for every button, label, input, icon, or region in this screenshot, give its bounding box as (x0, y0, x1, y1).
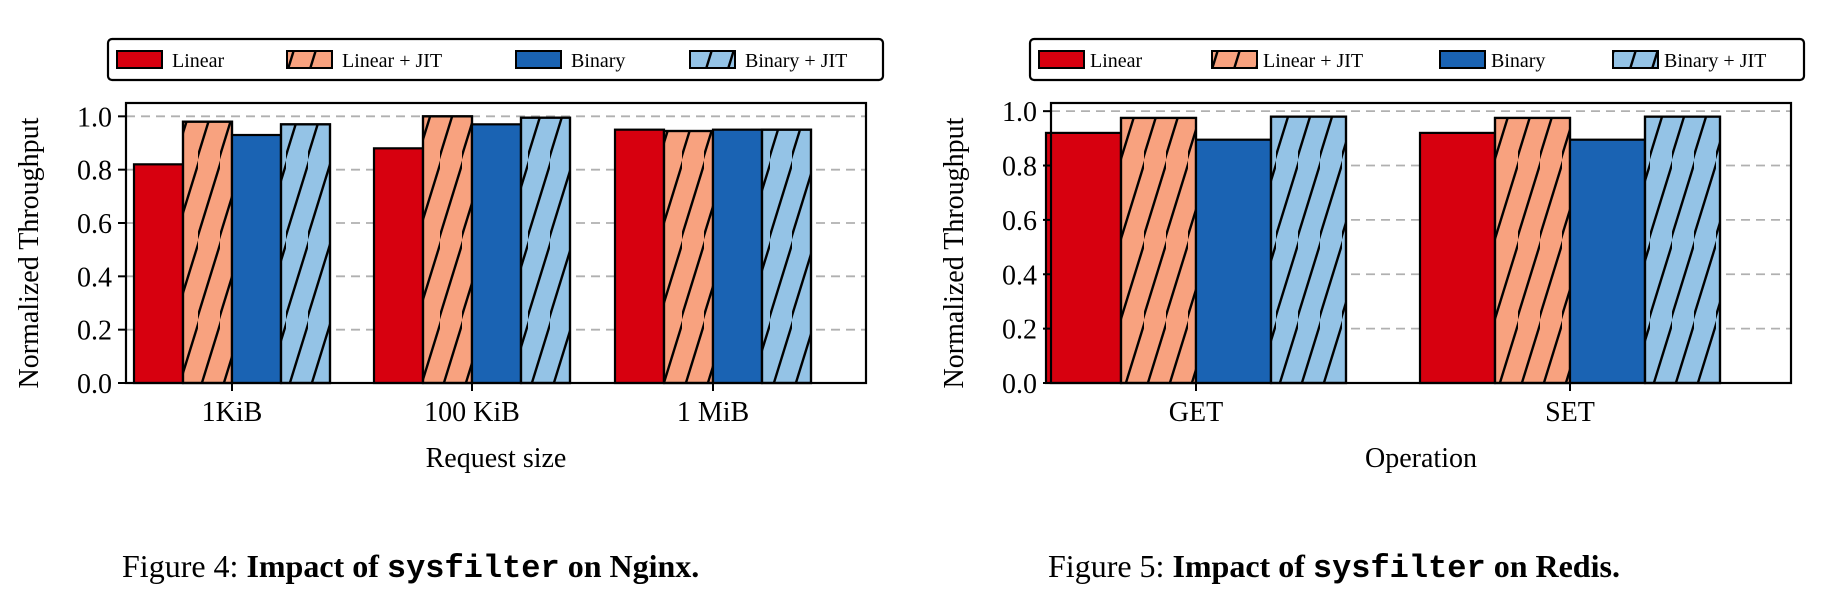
legend-label: Linear (172, 50, 225, 72)
bar (613, 128, 666, 385)
bar (1568, 138, 1647, 385)
redis-throughput-chart: Linear Linear + JIT Binary Binary + JIT GET S… (939, 37, 1806, 474)
legend-label: Binary + JIT (1664, 50, 1766, 72)
x-tick-label: 1KiB (202, 397, 263, 428)
caption-prefix: Figure 5: (1048, 548, 1173, 584)
figure-4-caption: Figure 4: Impact of sysfilter on Nginx. (122, 548, 699, 587)
figure-5-caption: Figure 5: Impact of sysfilter on Redis. (1048, 548, 1620, 587)
bar (372, 147, 425, 385)
y-tick-label: 0.0 (77, 369, 112, 400)
plot-frame (1049, 101, 1793, 385)
bar-hatch (1119, 116, 1198, 385)
y-tick-label: 0.6 (77, 209, 112, 240)
bar-hatch (181, 120, 234, 385)
legend-label: Linear + JIT (1263, 50, 1363, 72)
legend-label: Binary + JIT (745, 50, 847, 72)
x-axis-label: Operation (1365, 443, 1477, 474)
bar-hatch (662, 129, 715, 385)
bar (711, 128, 764, 385)
x-axis-label: Request size (426, 443, 567, 474)
legend-swatch (515, 50, 562, 69)
x-tick-label: 1 MiB (677, 397, 749, 428)
legend-swatch-hatch (1613, 51, 1658, 68)
y-tick-label: 0.2 (77, 316, 112, 347)
bar-hatch (421, 115, 474, 385)
y-tick-label: 0.0 (1002, 369, 1037, 400)
y-tick-label: 0.4 (77, 262, 112, 293)
legend-swatch-hatch (690, 51, 735, 68)
legend: Linear Linear + JIT Binary Binary + JIT (106, 37, 885, 82)
bar (1044, 131, 1123, 385)
legend-swatch-hatch (287, 51, 332, 68)
bar-hatch (1269, 115, 1348, 385)
caption-bold-end: on Nginx. (559, 548, 700, 584)
bar-hatch (519, 116, 572, 385)
nginx-throughput-chart: Linear Linear + JIT Binary Binary + JIT 1KiB… (14, 37, 885, 474)
y-tick-label: 0.2 (1002, 315, 1037, 346)
y-axis-label: Normalized Throughput (939, 117, 970, 388)
bar (132, 163, 185, 385)
caption-bold-end: on Redis. (1485, 548, 1620, 584)
x-tick-label: GET (1169, 397, 1223, 428)
bar (1194, 138, 1273, 385)
caption-code: sysfilter (386, 550, 560, 587)
legend: Linear Linear + JIT Binary Binary + JIT (1028, 37, 1806, 82)
legend-label: Binary (571, 50, 625, 72)
legend-frame (1028, 37, 1806, 82)
legend-swatch (116, 50, 163, 69)
x-tick-label: SET (1545, 397, 1595, 428)
caption-bold: Impact of (1172, 548, 1313, 584)
legend-label: Linear (1090, 50, 1143, 72)
y-tick-label: 1.0 (1002, 97, 1037, 128)
y-tick-label: 0.8 (1002, 152, 1037, 183)
bar-hatch (760, 128, 813, 385)
bar (230, 133, 283, 385)
caption-bold: Impact of (246, 548, 387, 584)
y-tick-label: 0.6 (1002, 206, 1037, 237)
legend-swatch (1038, 50, 1085, 69)
x-tick-label: 100 KiB (424, 397, 520, 428)
y-tick-label: 0.4 (1002, 260, 1037, 291)
bar-hatch (1493, 116, 1572, 385)
bar (470, 123, 523, 385)
caption-code: sysfilter (1312, 550, 1486, 587)
caption-prefix: Figure 4: (122, 548, 247, 584)
y-tick-label: 1.0 (77, 102, 112, 133)
legend-swatch (1439, 50, 1486, 69)
bar-hatch (1643, 115, 1722, 385)
bar (1418, 131, 1497, 385)
y-tick-label: 0.8 (77, 156, 112, 187)
y-axis-label: Normalized Throughput (14, 117, 45, 388)
legend-label: Linear + JIT (342, 50, 442, 72)
bar-hatch (279, 123, 332, 385)
plot-frame (124, 101, 868, 385)
legend-frame (106, 37, 885, 82)
legend-swatch-hatch (1212, 51, 1257, 68)
legend-label: Binary (1491, 50, 1545, 72)
